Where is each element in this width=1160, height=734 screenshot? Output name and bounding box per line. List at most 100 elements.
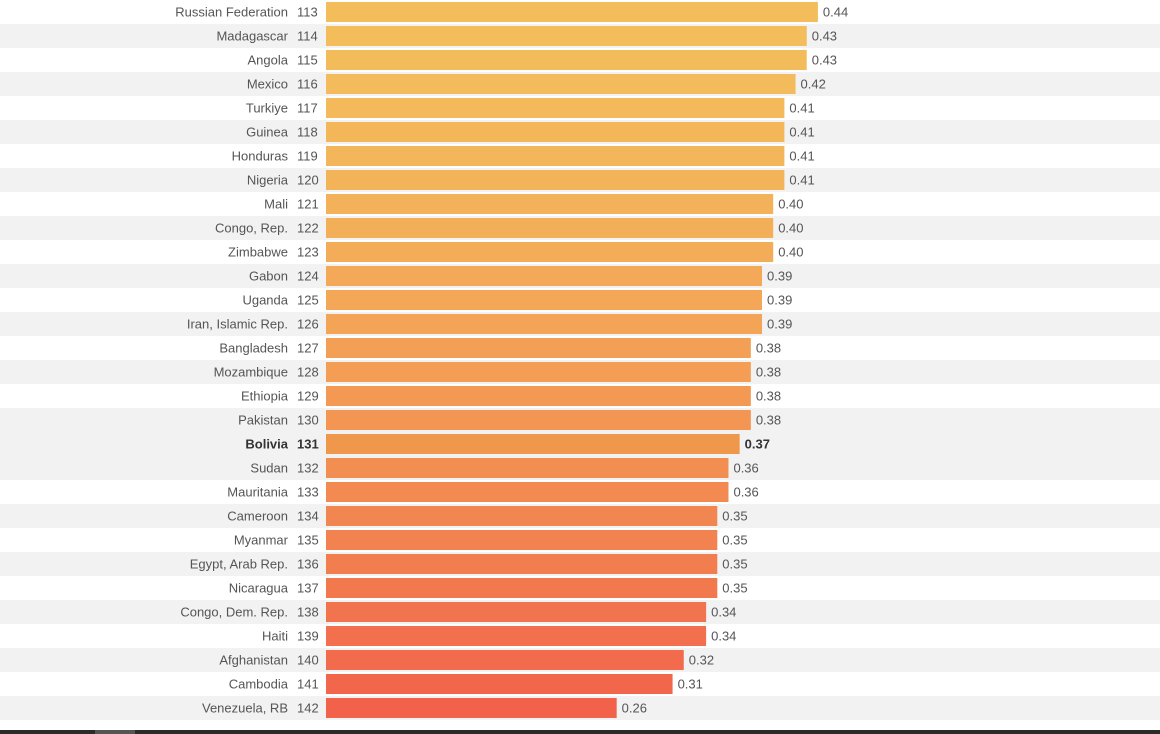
bar [326, 650, 684, 670]
value-label: 0.40 [778, 245, 803, 260]
bar [326, 458, 729, 478]
rank-label: 113 [297, 5, 318, 20]
bar [326, 50, 807, 70]
bar [326, 578, 718, 598]
country-label: Mexico [247, 77, 288, 92]
value-label: 0.38 [756, 365, 781, 380]
value-label: 0.36 [733, 461, 758, 476]
country-label: Ethiopia [241, 389, 289, 404]
country-label: Mozambique [214, 365, 288, 380]
bar [326, 386, 751, 406]
value-label: 0.41 [789, 173, 814, 188]
country-label: Russian Federation [175, 5, 288, 20]
rank-label: 126 [297, 317, 319, 332]
rank-label: 137 [297, 581, 319, 596]
rank-label: 141 [297, 677, 319, 692]
bar [326, 242, 774, 262]
rank-label: 139 [297, 629, 319, 644]
country-label: Egypt, Arab Rep. [190, 557, 288, 572]
rank-label: 124 [297, 269, 319, 284]
country-label: Congo, Rep. [215, 221, 288, 236]
country-label: Honduras [232, 149, 289, 164]
value-label: 0.41 [789, 149, 814, 164]
bar [326, 506, 718, 526]
value-label: 0.26 [622, 701, 647, 716]
window-bottom-edge [0, 730, 1160, 734]
value-label: 0.34 [711, 605, 736, 620]
value-label: 0.39 [767, 317, 792, 332]
country-label: Venezuela, RB [202, 701, 288, 716]
rank-label: 123 [297, 245, 319, 260]
country-label: Afghanistan [219, 653, 288, 668]
bar [326, 26, 807, 46]
bar [326, 410, 751, 430]
bar [326, 674, 673, 694]
bar [326, 434, 740, 454]
bar [326, 146, 785, 166]
country-label: Nigeria [247, 173, 289, 188]
value-label: 0.35 [722, 533, 747, 548]
value-label: 0.39 [767, 293, 792, 308]
country-label: Mali [264, 197, 288, 212]
country-label: Gabon [249, 269, 288, 284]
bar [326, 338, 751, 358]
value-label: 0.43 [812, 53, 837, 68]
country-label: Bolivia [245, 437, 288, 452]
rank-label: 125 [297, 293, 319, 308]
country-label: Nicaragua [229, 581, 289, 596]
bar [326, 218, 774, 238]
scrollbar-thumb[interactable] [95, 730, 135, 734]
rank-label: 120 [297, 173, 319, 188]
country-label: Sudan [250, 461, 288, 476]
rank-label: 132 [297, 461, 319, 476]
rank-label: 128 [297, 365, 319, 380]
value-label: 0.42 [801, 77, 826, 92]
country-label: Iran, Islamic Rep. [187, 317, 288, 332]
rank-label: 117 [297, 101, 318, 116]
value-label: 0.35 [722, 581, 747, 596]
rank-label: 140 [297, 653, 319, 668]
rank-label: 138 [297, 605, 319, 620]
value-label: 0.39 [767, 269, 792, 284]
rank-label: 116 [297, 77, 318, 92]
rank-label: 118 [297, 125, 318, 140]
value-label: 0.37 [745, 437, 770, 452]
value-label: 0.35 [722, 557, 747, 572]
value-label: 0.32 [689, 653, 714, 668]
value-label: 0.41 [789, 101, 814, 116]
rank-label: 136 [297, 557, 319, 572]
bar [326, 602, 707, 622]
rank-label: 122 [297, 221, 319, 236]
country-label: Bangladesh [219, 341, 288, 356]
country-label: Cambodia [229, 677, 289, 692]
rank-label: 134 [297, 509, 319, 524]
country-label: Guinea [246, 125, 289, 140]
bar [326, 530, 718, 550]
bar [326, 74, 796, 94]
value-label: 0.40 [778, 221, 803, 236]
bar [326, 314, 763, 334]
country-label: Madagascar [216, 29, 288, 44]
bar [326, 554, 718, 574]
country-label: Uganda [242, 293, 288, 308]
value-label: 0.38 [756, 341, 781, 356]
country-label: Pakistan [238, 413, 288, 428]
bar [326, 698, 617, 718]
rank-label: 130 [297, 413, 319, 428]
country-label: Turkiye [246, 101, 288, 116]
value-label: 0.38 [756, 389, 781, 404]
bar [326, 290, 763, 310]
value-label: 0.34 [711, 629, 736, 644]
rank-label: 135 [297, 533, 319, 548]
bar [326, 2, 818, 22]
rank-label: 133 [297, 485, 319, 500]
country-label: Congo, Dem. Rep. [180, 605, 288, 620]
rank-label: 129 [297, 389, 319, 404]
bar [326, 362, 751, 382]
country-label: Angola [248, 53, 289, 68]
country-label: Myanmar [234, 533, 289, 548]
country-label: Haiti [262, 629, 288, 644]
rank-label: 127 [297, 341, 319, 356]
bar [326, 482, 729, 502]
